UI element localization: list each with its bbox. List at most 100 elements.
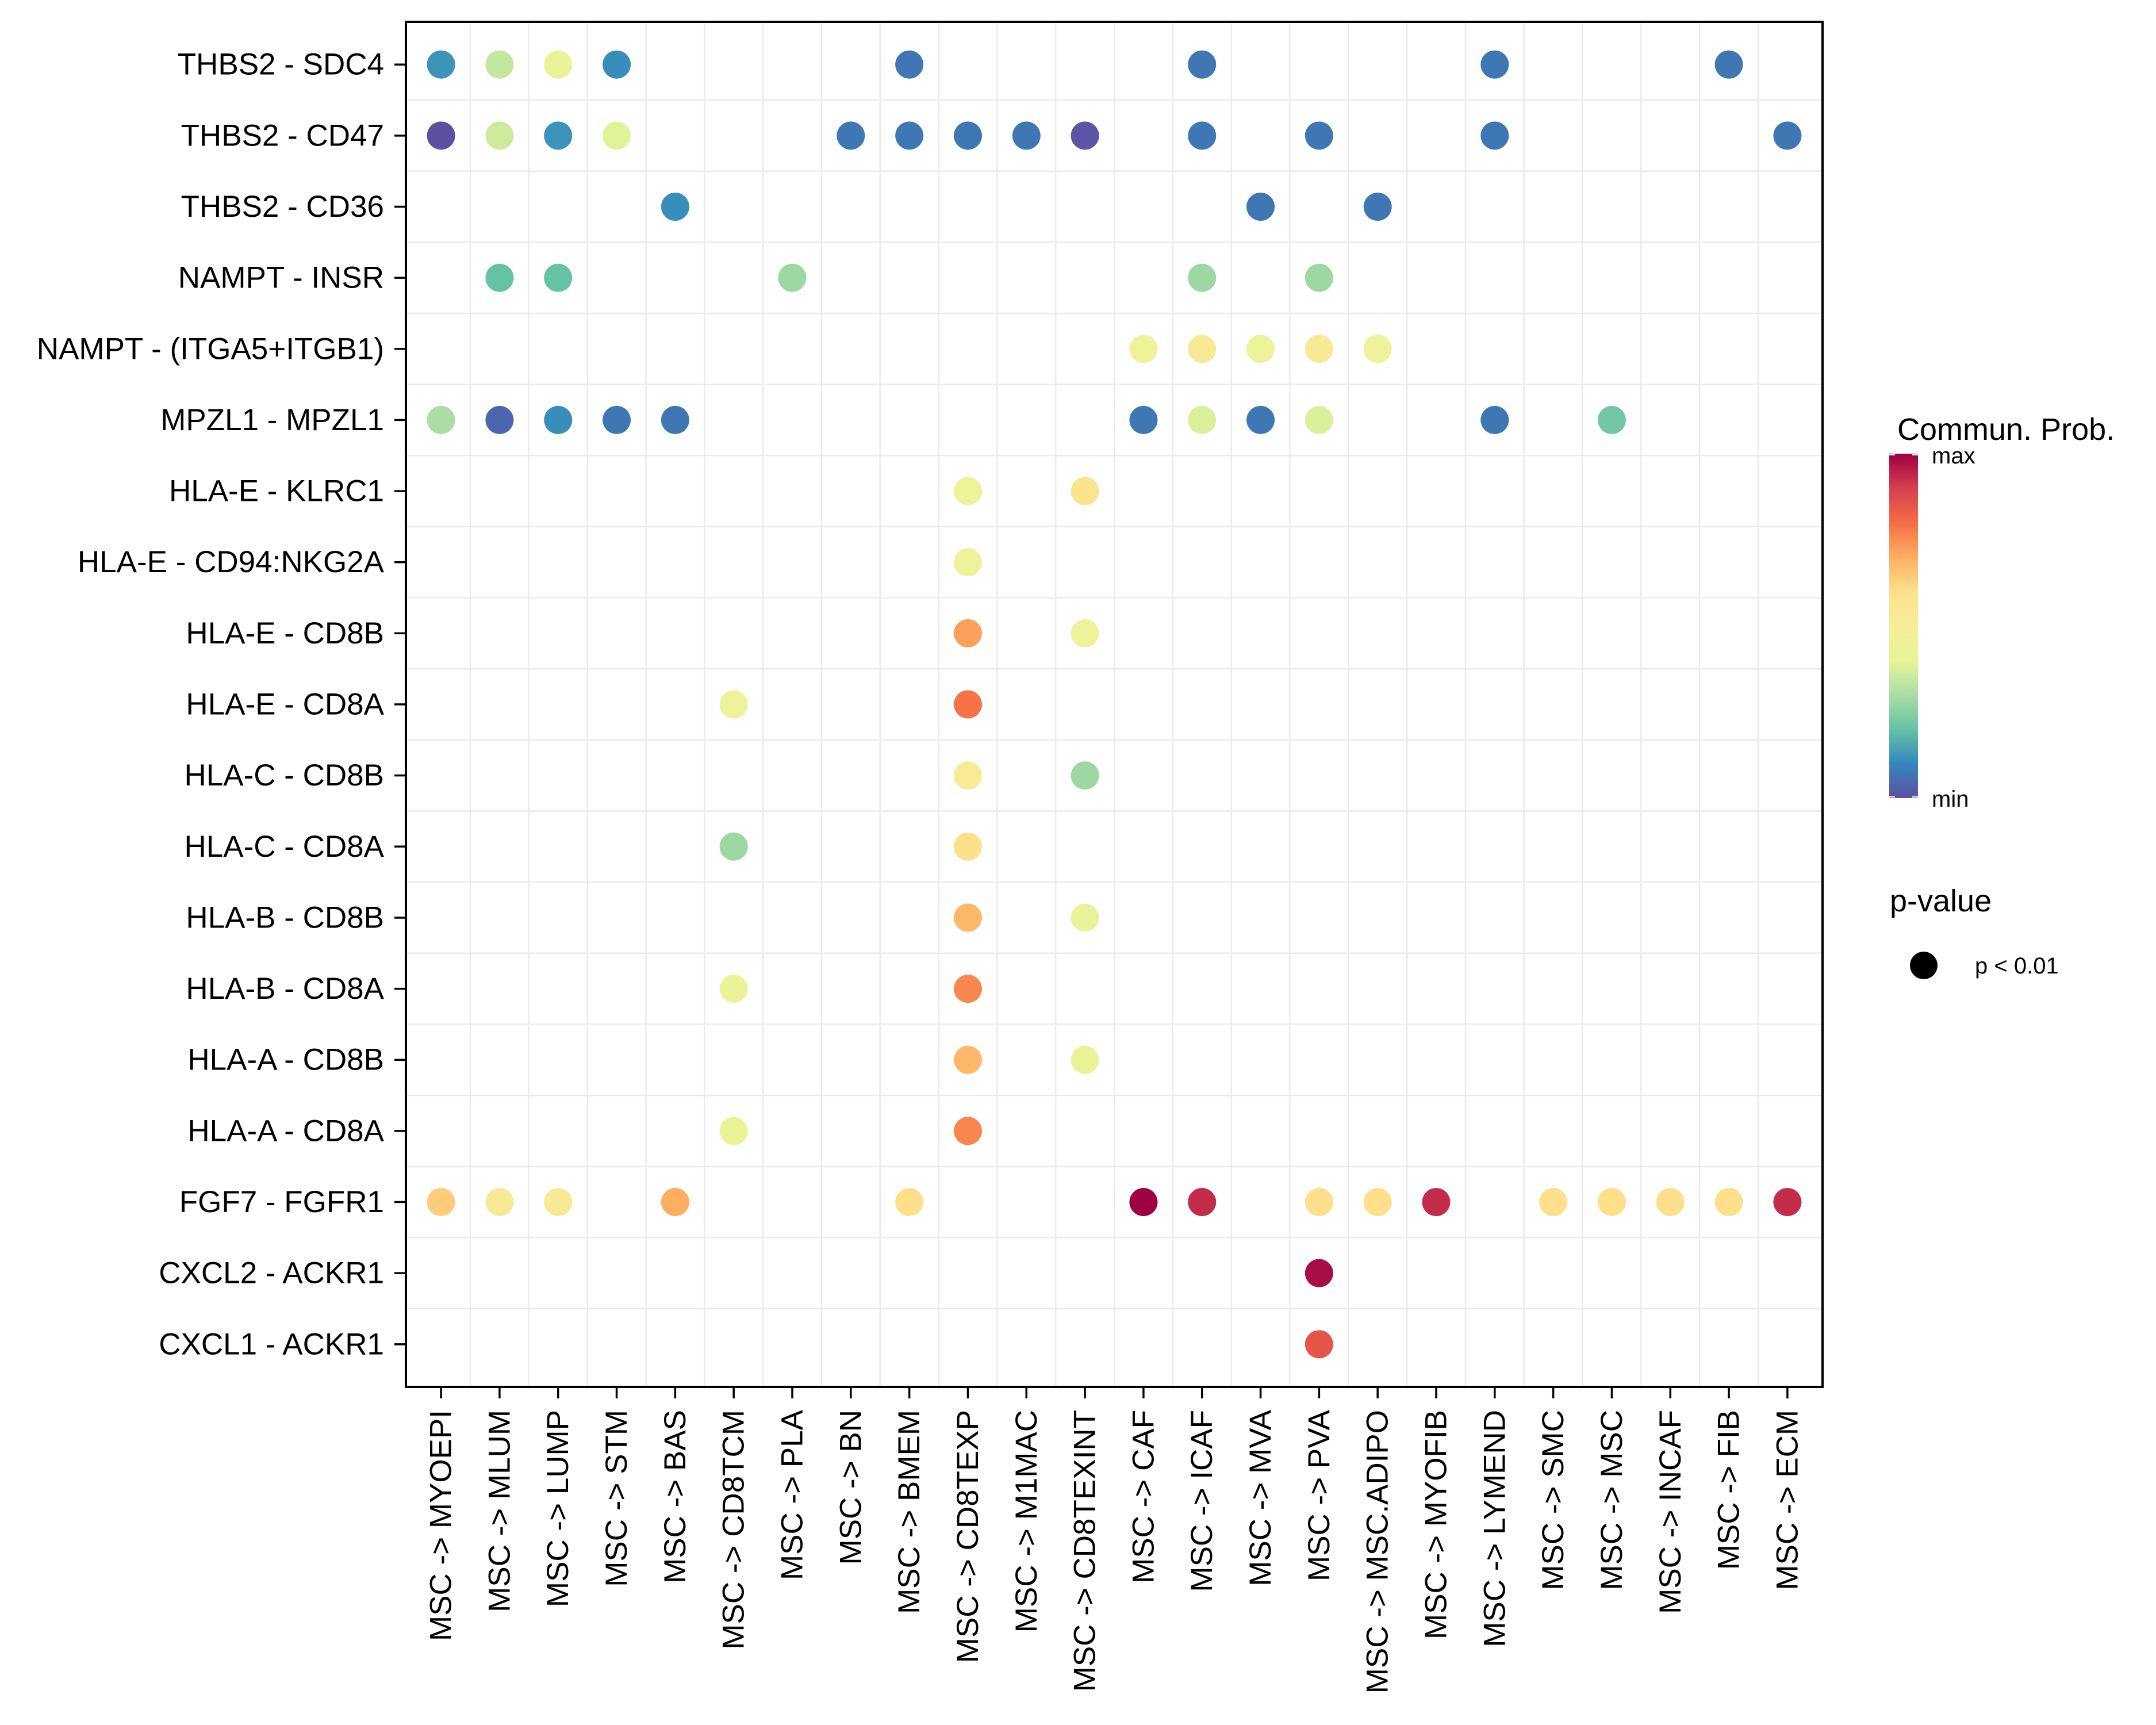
data-point	[895, 121, 924, 150]
color-legend-title: Commun. Prob.	[1897, 412, 2115, 447]
y-tick-label: HLA-C - CD8A	[184, 830, 384, 864]
data-point	[544, 121, 573, 150]
x-tick-label: MSC -> INCAF	[1654, 1410, 1687, 1614]
data-point	[544, 1188, 573, 1217]
x-tick-label: MSC -> BN	[834, 1410, 868, 1565]
data-point	[485, 121, 514, 150]
data-point	[1071, 903, 1099, 932]
data-point	[1363, 192, 1392, 221]
data-point	[953, 477, 982, 505]
x-tick-label: MSC -> CD8TEXINT	[1068, 1410, 1102, 1692]
data-point	[719, 1117, 748, 1145]
y-tick-label: HLA-E - CD94:NKG2A	[78, 545, 385, 579]
data-point	[427, 50, 455, 79]
data-point	[1071, 761, 1099, 790]
data-point	[485, 263, 514, 292]
data-point	[1129, 405, 1158, 434]
x-axis: MSC -> MYOEPI MSC -> MLUM MSC -> LUMP MSC -…	[424, 1387, 1804, 1693]
y-tick-label: NAMPT - (ITGA5+ITGB1)	[37, 332, 384, 366]
data-point	[953, 619, 982, 647]
data-point	[1363, 335, 1392, 363]
data-point	[719, 690, 748, 719]
data-point	[1305, 263, 1333, 292]
y-tick-label: HLA-A - CD8A	[187, 1114, 384, 1148]
x-tick-label: MSC -> MYOFIB	[1420, 1410, 1453, 1639]
data-point	[1363, 1188, 1392, 1217]
data-point	[485, 50, 514, 79]
data-point	[1305, 1330, 1333, 1359]
data-point	[427, 405, 455, 434]
y-tick-label: THBS2 - SDC4	[178, 48, 384, 82]
x-tick-label: MSC -> CD8TEXP	[951, 1410, 985, 1663]
data-point	[603, 405, 631, 434]
x-tick-label: MSC -> ECM	[1770, 1410, 1804, 1590]
data-point	[953, 1117, 982, 1145]
data-point	[1773, 1188, 1802, 1217]
data-point	[661, 1188, 689, 1217]
data-point	[953, 690, 982, 719]
x-tick-label: MSC -> SMC	[1536, 1410, 1570, 1590]
data-point	[953, 548, 982, 577]
y-tick-label: HLA-E - CD8B	[186, 616, 384, 650]
data-point	[1188, 121, 1217, 150]
x-tick-label: MSC -> CAF	[1126, 1410, 1160, 1584]
x-tick-label: MSC -> CD8TCM	[717, 1410, 751, 1650]
y-tick-label: CXCL1 - ACKR1	[159, 1327, 384, 1361]
y-tick-label: THBS2 - CD36	[181, 190, 384, 224]
x-tick-label: MSC -> MLUM	[482, 1410, 516, 1612]
data-point	[544, 263, 573, 292]
gridlines	[406, 22, 1823, 1387]
data-point	[544, 50, 573, 79]
data-point	[953, 975, 982, 1003]
y-tick-label: HLA-B - CD8A	[186, 972, 384, 1006]
y-tick-label: FGF7 - FGFR1	[179, 1185, 384, 1219]
data-point	[427, 1188, 455, 1217]
data-point	[1129, 1188, 1158, 1217]
x-tick-label: MSC -> FIB	[1712, 1410, 1746, 1570]
data-point	[719, 832, 748, 861]
data-point	[895, 50, 924, 79]
data-point	[1071, 121, 1099, 150]
data-point	[1129, 335, 1158, 363]
colorbar	[1889, 454, 1918, 798]
data-point	[603, 50, 631, 79]
x-tick-label: MSC -> BAS	[658, 1410, 692, 1584]
y-tick-label: MPZL1 - MPZL1	[160, 403, 384, 437]
y-tick-label: HLA-A - CD8B	[187, 1043, 384, 1077]
data-point	[1188, 50, 1217, 79]
data-point	[837, 121, 865, 150]
data-point	[1597, 405, 1626, 434]
y-axis: THBS2 - SDC4 THBS2 - CD47 THBS2 - CD36 NAMP…	[37, 48, 406, 1361]
data-point	[1012, 121, 1041, 150]
y-tick-label: HLA-E - KLRC1	[169, 474, 384, 508]
data-point	[544, 405, 573, 434]
data-point	[1188, 263, 1217, 292]
data-point	[719, 975, 748, 1003]
y-tick-label: HLA-B - CD8B	[186, 900, 384, 934]
data-point	[1714, 50, 1743, 79]
data-point	[1188, 405, 1217, 434]
data-point	[953, 1045, 982, 1074]
colorbar-min-label: min	[1932, 787, 1969, 812]
data-point	[427, 121, 455, 150]
pvalue-legend-key	[1910, 952, 1938, 979]
pvalue-legend-label: p < 0.01	[1975, 953, 2059, 979]
data-point	[1539, 1188, 1568, 1217]
data-point	[1188, 1188, 1217, 1217]
data-point	[1305, 1259, 1333, 1287]
x-tick-label: MSC -> STM	[600, 1410, 634, 1587]
data-point	[1597, 1188, 1626, 1217]
data-point	[1305, 1188, 1333, 1217]
data-point	[1422, 1188, 1451, 1217]
data-point	[485, 1188, 514, 1217]
data-point	[1773, 121, 1802, 150]
data-point	[778, 263, 807, 292]
data-point	[1071, 619, 1099, 647]
data-point	[895, 1188, 924, 1217]
data-point	[603, 121, 631, 150]
data-points	[427, 50, 1802, 1359]
colorbar-max-label: max	[1932, 443, 1975, 469]
pvalue-legend: p-value p < 0.01	[1890, 884, 2059, 979]
